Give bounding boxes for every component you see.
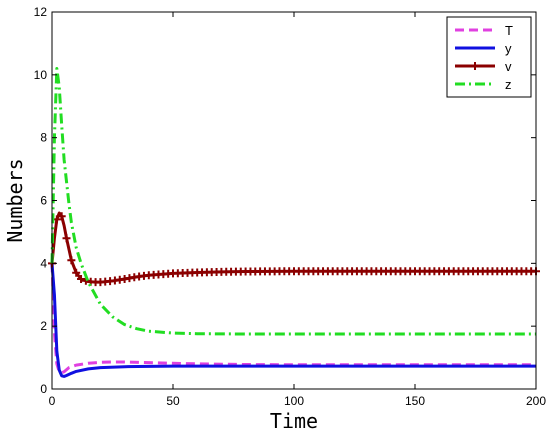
data-point — [77, 275, 86, 284]
data-point — [57, 212, 66, 221]
x-tick-label: 100 — [284, 394, 304, 408]
data-point — [67, 256, 76, 265]
legend-label-v: v — [505, 59, 512, 74]
data-point — [72, 268, 81, 277]
y-tick-label: 2 — [40, 319, 47, 333]
legend-label-z: z — [505, 77, 512, 92]
x-tick-label: 200 — [526, 394, 546, 408]
y-tick-label: 12 — [34, 5, 48, 19]
y-tick-label: 0 — [40, 382, 47, 396]
y-tick-label: 10 — [34, 68, 48, 82]
x-tick-label: 150 — [405, 394, 425, 408]
series-line-y — [50, 263, 536, 378]
series-markers-v — [48, 212, 540, 287]
x-tick-label: 50 — [166, 394, 180, 408]
legend-label-T: T — [505, 23, 513, 38]
y-tick-label: 8 — [40, 131, 47, 145]
y-tick-label: 4 — [40, 256, 47, 270]
legend-label-y: y — [505, 41, 512, 56]
legend-marker-v — [471, 62, 479, 70]
y-tick-label: 6 — [40, 194, 47, 208]
x-axis-label: Time — [270, 409, 318, 433]
y-axis-label: Numbers — [3, 158, 27, 242]
x-tick-label: 0 — [49, 394, 56, 408]
data-point — [62, 234, 71, 243]
